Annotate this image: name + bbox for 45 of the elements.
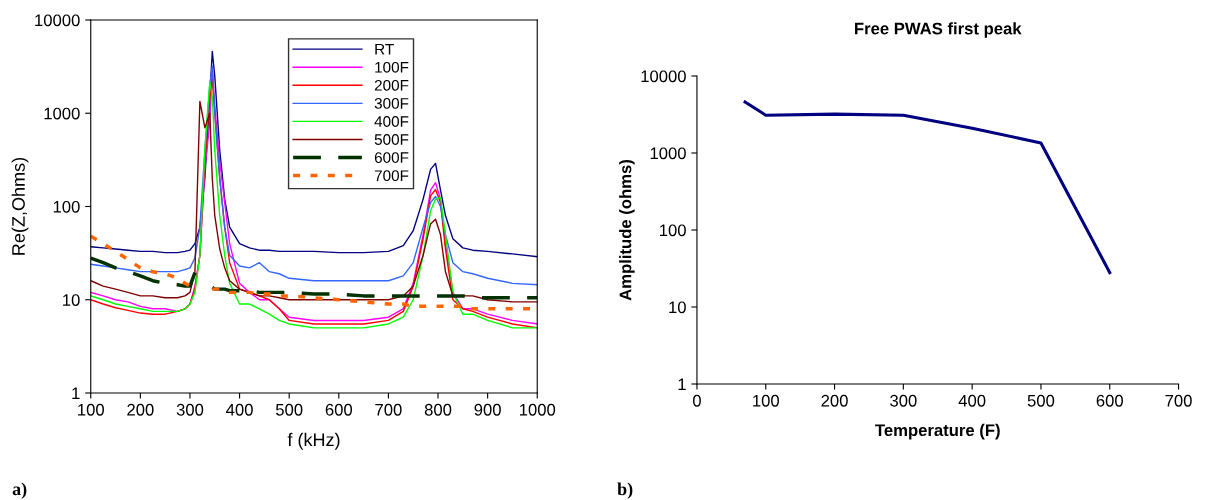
legend-label: 600F bbox=[374, 152, 409, 163]
chart-title: Free PWAS first peak bbox=[855, 22, 1022, 38]
x-tick-label: 200 bbox=[127, 403, 154, 416]
text: a) bbox=[12, 482, 27, 499]
y-axis-title: Amplitude (ohms) bbox=[619, 160, 635, 301]
x-tick-label: 100 bbox=[78, 403, 104, 416]
y-tick-label: 10000 bbox=[641, 70, 686, 83]
y-tick-label: 1 bbox=[72, 387, 80, 400]
x-tick-label: 500 bbox=[1027, 394, 1055, 407]
y-tick-label: 1000 bbox=[44, 107, 80, 120]
x-tick-label: 700 bbox=[375, 403, 402, 416]
x-tick-label: 400 bbox=[958, 394, 986, 407]
y-tick-label: 1000 bbox=[650, 147, 686, 160]
x-tick-label: 600 bbox=[1096, 394, 1123, 407]
x-tick-label: 500 bbox=[275, 403, 303, 416]
y-tick-label: 1 bbox=[678, 378, 686, 391]
x-axis-title: Temperature (F) bbox=[875, 423, 1000, 440]
x-tick-label: 700 bbox=[1165, 394, 1192, 407]
legend-label: 300F bbox=[374, 98, 409, 109]
y-tick-label: 100 bbox=[53, 200, 80, 213]
x-tick-label: 900 bbox=[474, 403, 501, 416]
x-tick-label: 0 bbox=[692, 394, 701, 407]
x-tick-label: 800 bbox=[424, 403, 452, 416]
y-tick-label: 10000 bbox=[35, 14, 80, 27]
legend-label: 200F bbox=[374, 79, 409, 91]
x-tick-label: 1000 bbox=[519, 403, 556, 416]
y-tick-label: 100 bbox=[660, 224, 686, 237]
line-series bbox=[90, 100, 538, 303]
legend-label: 400F bbox=[374, 116, 409, 127]
y-axis-title: Re(Z,Ohms) bbox=[11, 157, 29, 255]
x-tick-label: 100 bbox=[753, 394, 780, 407]
text: b) bbox=[617, 482, 633, 499]
line-series bbox=[743, 100, 1112, 275]
y-tick-label: 10 bbox=[669, 301, 686, 314]
legend-label: 700F bbox=[374, 170, 409, 182]
x-tick-label: 400 bbox=[226, 403, 253, 416]
y-tick-label: 10 bbox=[63, 294, 80, 306]
x-tick-label: 300 bbox=[176, 403, 204, 416]
x-axis-title: f (kHz) bbox=[287, 432, 340, 450]
legend-label: 500F bbox=[374, 134, 409, 145]
x-tick-label: 200 bbox=[821, 394, 848, 407]
legend-label: RT bbox=[375, 43, 394, 55]
x-tick-label: 600 bbox=[325, 403, 353, 416]
legend-label: 100F bbox=[375, 61, 409, 73]
x-tick-label: 300 bbox=[890, 394, 917, 407]
